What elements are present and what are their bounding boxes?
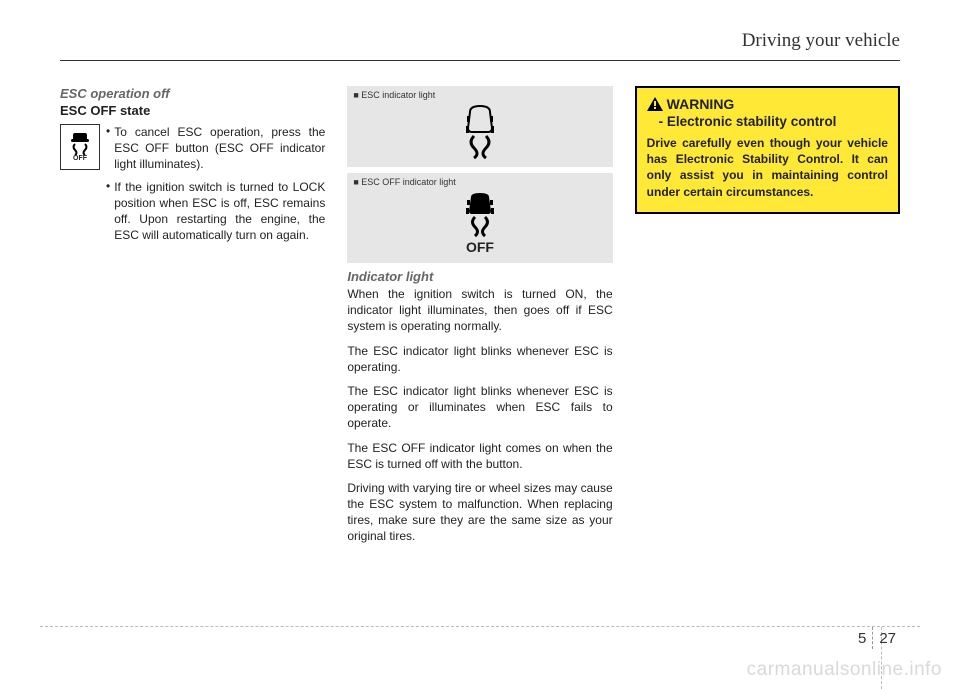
page-number: 27: [875, 630, 900, 647]
col2-p1: When the ignition switch is turned ON, t…: [347, 286, 612, 335]
content-columns: ESC operation off ESC OFF state OFF • To: [60, 86, 900, 553]
col1-bullet-2: If the ignition switch is turned to LOCK…: [114, 179, 325, 244]
esc-indicator-label: ■ ESC indicator light: [353, 90, 606, 100]
section-header: Driving your vehicle: [60, 30, 900, 61]
esc-off-icon-label: OFF: [73, 155, 87, 162]
col1-heading-italic: ESC operation off: [60, 86, 325, 101]
warning-box: WARNING - Electronic stability control D…: [635, 86, 900, 214]
watermark: carmanualsonline.info: [747, 659, 942, 681]
col2-p5: Driving with varying tire or wheel sizes…: [347, 480, 612, 545]
warning-title-text: WARNING: [667, 96, 735, 112]
bullet-dot: •: [106, 179, 110, 250]
col2-p4: The ESC OFF indicator light comes on whe…: [347, 440, 612, 472]
esc-off-indicator-box: ■ ESC OFF indicator light OFF: [347, 173, 612, 263]
bullet-dot: •: [106, 124, 110, 179]
footer-dashed-line: [40, 626, 920, 627]
esc-indicator-icon: [450, 104, 510, 159]
col2-p2: The ESC indicator light blinks whenever …: [347, 343, 612, 375]
page-footer: 5 27: [854, 627, 900, 649]
chapter-number: 5: [854, 630, 870, 647]
column-1: ESC operation off ESC OFF state OFF • To: [60, 86, 325, 553]
col1-heading-bold: ESC OFF state: [60, 103, 325, 118]
esc-off-button-icon: OFF: [60, 124, 100, 170]
warning-triangle-icon: [647, 97, 663, 111]
esc-off-indicator-text: OFF: [353, 239, 606, 255]
warning-body: Drive carefully even though your vehicle…: [647, 135, 888, 200]
col1-bullet-1: To cancel ESC operation, press the ESC O…: [114, 124, 325, 173]
esc-off-indicator-icon: [450, 191, 510, 239]
col2-heading: Indicator light: [347, 269, 612, 284]
column-3: WARNING - Electronic stability control D…: [635, 86, 900, 553]
footer-divider: [872, 627, 873, 649]
col2-p3: The ESC indicator light blinks whenever …: [347, 383, 612, 432]
esc-off-indicator-label: ■ ESC OFF indicator light: [353, 177, 606, 187]
esc-indicator-box: ■ ESC indicator light: [347, 86, 612, 167]
column-2: ■ ESC indicator light ■ ESC OFF indicato…: [347, 86, 612, 553]
warning-subtitle: - Electronic stability control: [659, 114, 888, 129]
